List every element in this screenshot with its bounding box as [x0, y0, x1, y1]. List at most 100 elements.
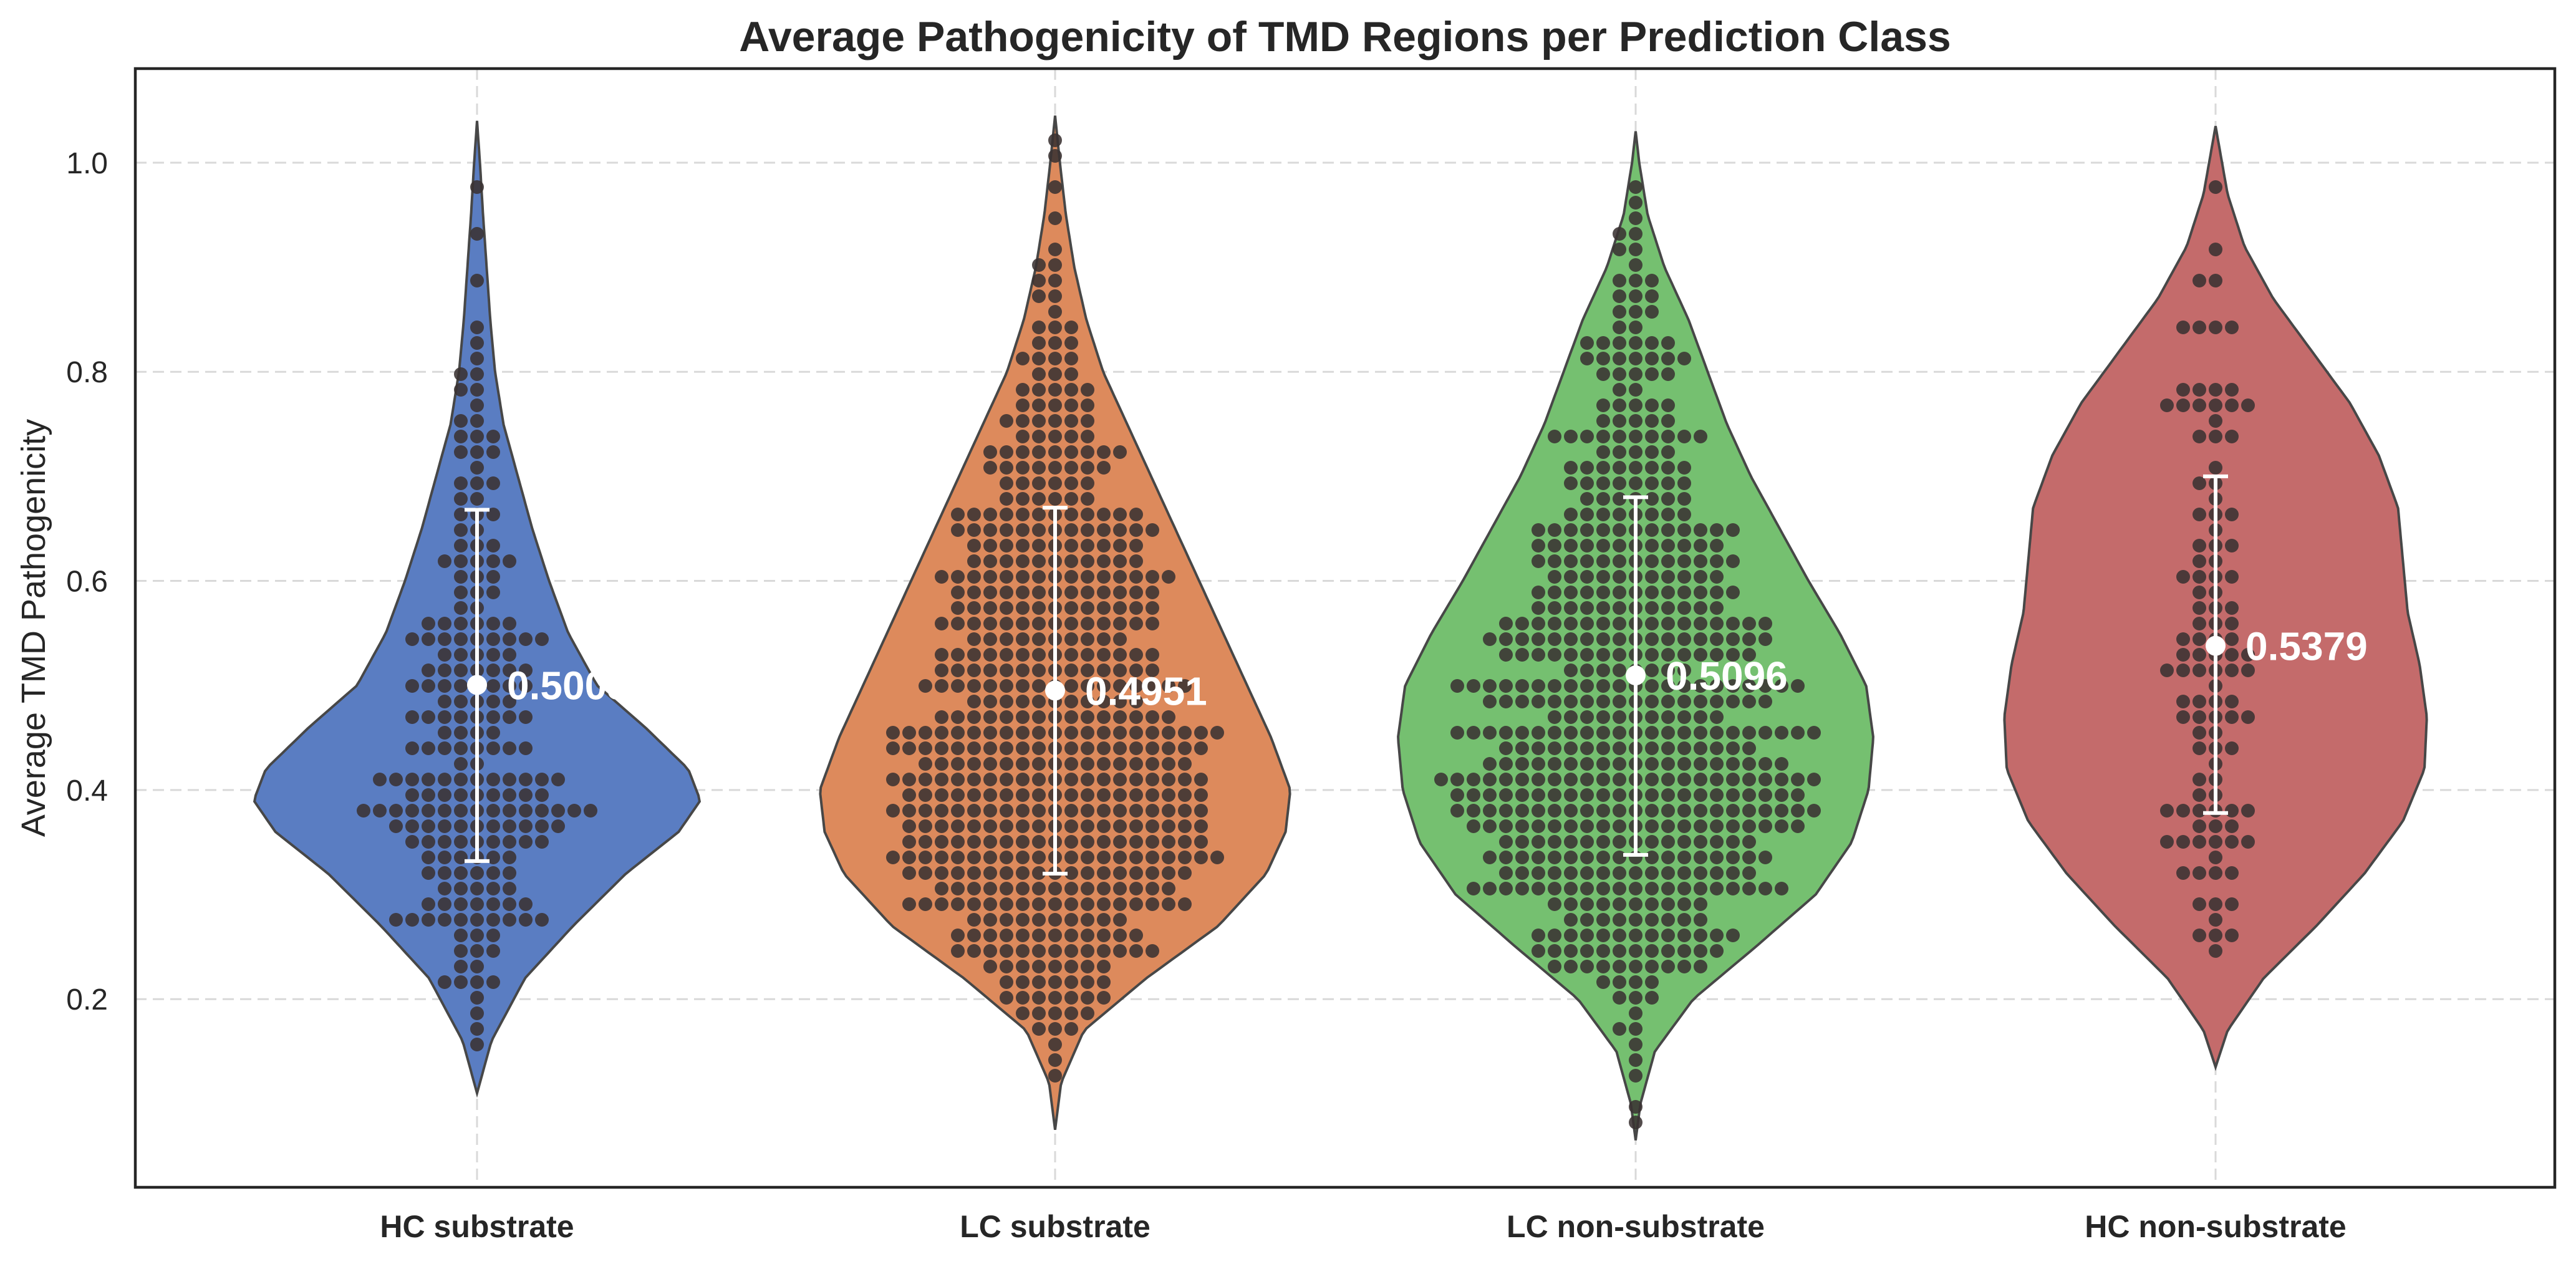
- swarm-point: [1775, 882, 1788, 895]
- swarm-points: [357, 133, 2255, 1129]
- swarm-point: [1677, 804, 1691, 818]
- swarm-point: [1515, 648, 1529, 662]
- swarm-point: [1097, 539, 1111, 552]
- swarm-point: [983, 523, 997, 537]
- swarm-point: [1064, 321, 1078, 334]
- swarm-point: [1645, 960, 1659, 973]
- swarm-point: [2209, 274, 2222, 287]
- swarm-point: [1113, 523, 1127, 537]
- swarm-point: [405, 679, 419, 693]
- swarm-point: [1129, 663, 1143, 677]
- swarm-point: [1048, 414, 1062, 428]
- swarm-point: [983, 554, 997, 568]
- swarm-point: [1596, 866, 1610, 880]
- swarm-point: [519, 788, 533, 802]
- swarm-point: [1064, 804, 1078, 818]
- swarm-point: [1742, 773, 1756, 786]
- swarm-point: [1742, 741, 1756, 755]
- swarm-point: [503, 617, 516, 630]
- swarm-point: [935, 882, 948, 895]
- swarm-point: [1645, 336, 1659, 350]
- swarm-point: [486, 773, 500, 786]
- swarm-point: [470, 975, 484, 989]
- swarm-point: [1032, 258, 1046, 272]
- swarm-point: [1032, 1006, 1046, 1020]
- swarm-point: [1742, 788, 1756, 802]
- swarm-point: [1532, 788, 1545, 802]
- swarm-point: [503, 882, 516, 895]
- swarm-point: [935, 788, 948, 802]
- swarm-point: [1000, 975, 1013, 989]
- swarm-point: [470, 352, 484, 365]
- swarm-point: [967, 773, 981, 786]
- swarm-point: [1113, 508, 1127, 521]
- swarm-point: [886, 741, 900, 755]
- swarm-point: [1162, 866, 1175, 880]
- swarm-point: [470, 274, 484, 287]
- swarm-point: [967, 508, 981, 521]
- swarm-point: [1710, 710, 1724, 724]
- swarm-point: [2209, 321, 2222, 334]
- swarm-point: [503, 663, 516, 677]
- swarm-point: [1645, 430, 1659, 443]
- swarm-point: [535, 773, 549, 786]
- swarm-point: [1613, 508, 1626, 521]
- swarm-point: [486, 617, 500, 630]
- swarm-point: [1596, 508, 1610, 521]
- swarm-point: [1694, 601, 1707, 615]
- swarm-point: [1645, 741, 1659, 755]
- swarm-point: [1564, 523, 1578, 537]
- swarm-point: [886, 726, 900, 740]
- y-axis-ticks: 0.2 0.4 0.6 0.8 1.0: [66, 147, 108, 1016]
- swarm-point: [486, 804, 500, 818]
- swarm-point: [454, 741, 468, 755]
- swarm-point: [1064, 788, 1078, 802]
- swarm-point: [1467, 726, 1480, 740]
- swarm-point: [1483, 819, 1497, 833]
- swarm-point: [1548, 726, 1561, 740]
- swarm-point: [1645, 461, 1659, 475]
- swarm-point: [1694, 632, 1707, 646]
- swarm-point: [967, 648, 981, 662]
- swarm-point: [1064, 1006, 1078, 1020]
- swarm-point: [1726, 866, 1740, 880]
- swarm-point: [1016, 835, 1030, 849]
- swarm-point: [1064, 539, 1078, 552]
- swarm-point: [1613, 741, 1626, 755]
- swarm-point: [1016, 648, 1030, 662]
- swarm-point: [1613, 975, 1626, 989]
- swarm-point: [2176, 570, 2190, 584]
- swarm-point: [1064, 975, 1078, 989]
- swarm-point: [983, 741, 997, 755]
- swarm-point: [1564, 539, 1578, 552]
- swarm-point: [1113, 804, 1127, 818]
- swarm-point: [1483, 695, 1497, 708]
- swarm-point: [1629, 929, 1643, 942]
- swarm-point: [1113, 710, 1127, 724]
- swarm-point: [1064, 492, 1078, 506]
- swarm-point: [902, 897, 916, 911]
- swarm-point: [1515, 632, 1529, 646]
- swarm-point: [1064, 851, 1078, 864]
- swarm-point: [1661, 944, 1675, 958]
- swarm-point: [967, 757, 981, 771]
- swarm-point: [983, 882, 997, 895]
- swarm-point: [1613, 695, 1626, 708]
- swarm-point: [1645, 897, 1659, 911]
- swarm-point: [1016, 383, 1030, 397]
- swarm-point: [1758, 726, 1772, 740]
- swarm-point: [1677, 508, 1691, 521]
- swarm-point: [1661, 617, 1675, 630]
- swarm-point: [1694, 679, 1707, 693]
- swarm-point: [1000, 804, 1013, 818]
- swarm-point: [1000, 819, 1013, 833]
- swarm-point: [486, 695, 500, 708]
- swarm-point: [1064, 586, 1078, 599]
- swarm-point: [1564, 648, 1578, 662]
- swarm-point: [1097, 804, 1111, 818]
- swarm-point: [1629, 866, 1643, 880]
- swarm-point: [1129, 679, 1143, 693]
- swarm-point: [1596, 679, 1610, 693]
- swarm-point: [1032, 726, 1046, 740]
- swarm-point: [1580, 913, 1594, 927]
